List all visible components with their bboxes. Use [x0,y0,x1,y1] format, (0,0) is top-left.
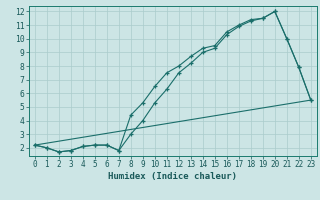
X-axis label: Humidex (Indice chaleur): Humidex (Indice chaleur) [108,172,237,181]
